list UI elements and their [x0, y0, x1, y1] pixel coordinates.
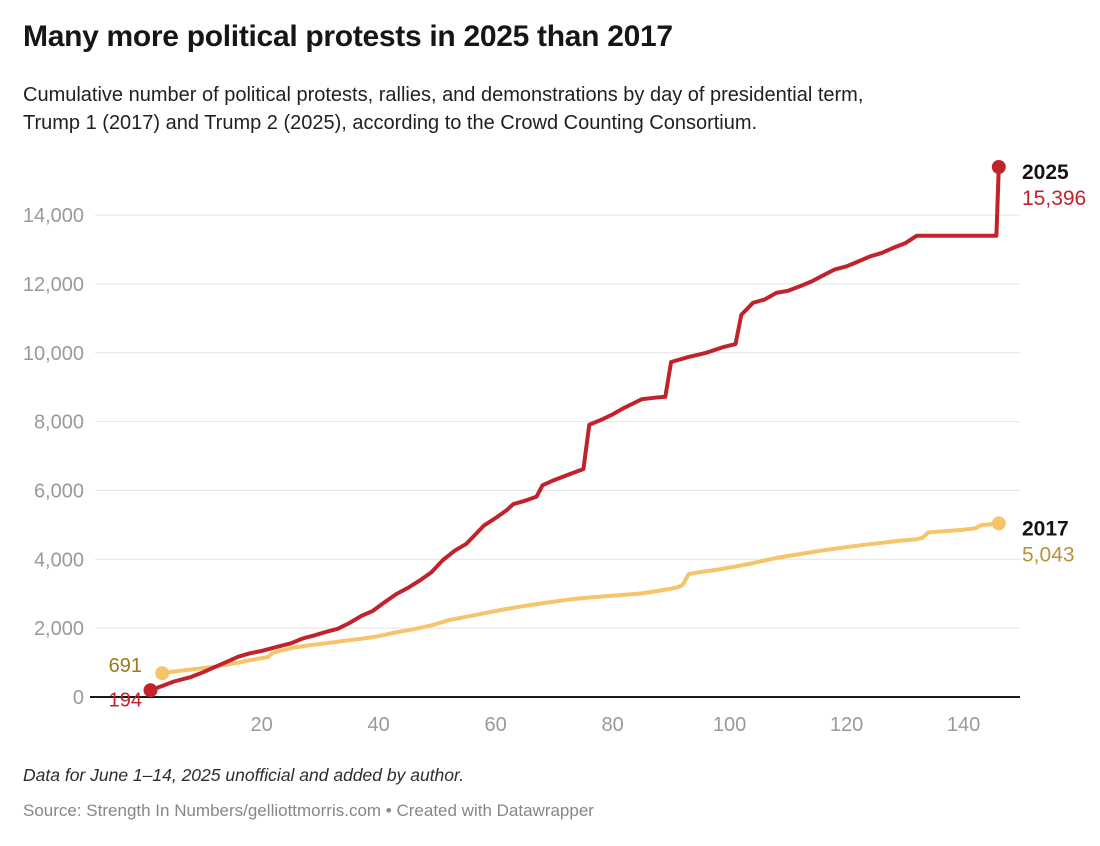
chart-subtitle: Cumulative number of political protests,… [23, 81, 1083, 137]
x-axis-tick-label: 60 [484, 714, 506, 736]
chart-title: Many more political protests in 2025 tha… [23, 20, 673, 53]
series-end-dot-2025 [991, 160, 1006, 174]
series-start-value-label-2025: 194 [109, 689, 142, 711]
y-axis-tick-label: 10,000 [23, 343, 84, 365]
cumulative-protests-line-chart: 0 2,000 4,000 6,000 8,000 10,000 12,000 14,000 2… [23, 160, 1086, 736]
series-start-value-label-2017: 691 [109, 655, 142, 677]
series-end-value-label-2017: 5,043 [1022, 543, 1075, 566]
y-axis-tick-label: 6,000 [34, 481, 84, 503]
x-axis-tick-label: 120 [830, 714, 863, 736]
chart-subtitle-line1: Cumulative number of political protests,… [23, 84, 864, 106]
x-axis-tick-label: 80 [601, 714, 623, 736]
y-axis-tick-label: 4,000 [34, 549, 84, 571]
y-axis-tick-label: 14,000 [23, 205, 84, 227]
x-axis-tick-label: 40 [367, 714, 389, 736]
y-axis-tick-label: 2,000 [34, 618, 84, 640]
series-line-2017 [160, 521, 1001, 676]
series-end-value-label-2025: 15,396 [1022, 187, 1086, 210]
series-line-2025 [148, 165, 1001, 693]
series-name-label-2025: 2025 [1022, 161, 1069, 184]
x-axis-tick-label: 140 [947, 714, 980, 736]
y-axis-tick-label: 0 [73, 687, 84, 709]
x-axis-tick-label: 20 [250, 714, 272, 736]
series-start-dot-2017 [155, 666, 170, 681]
y-axis-tick-label: 12,000 [23, 274, 84, 296]
series-end-dot-2017 [991, 516, 1006, 531]
y-axis-tick-label: 8,000 [34, 412, 84, 434]
chart-source-line: Source: Strength In Numbers/gelliottmorr… [23, 801, 594, 820]
series-start-dot-2025 [143, 683, 158, 698]
series-name-label-2017: 2017 [1022, 517, 1069, 540]
x-axis-tick-label: 100 [713, 714, 746, 736]
chart-footnote: Data for June 1–14, 2025 unofficial and … [23, 765, 465, 785]
chart-subtitle-line2: Trump 1 (2017) and Trump 2 (2025), accor… [23, 112, 758, 134]
